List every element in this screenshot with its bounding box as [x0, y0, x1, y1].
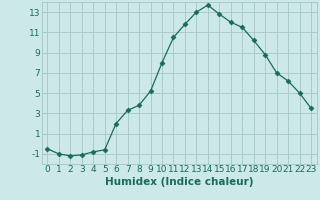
- X-axis label: Humidex (Indice chaleur): Humidex (Indice chaleur): [105, 177, 253, 187]
